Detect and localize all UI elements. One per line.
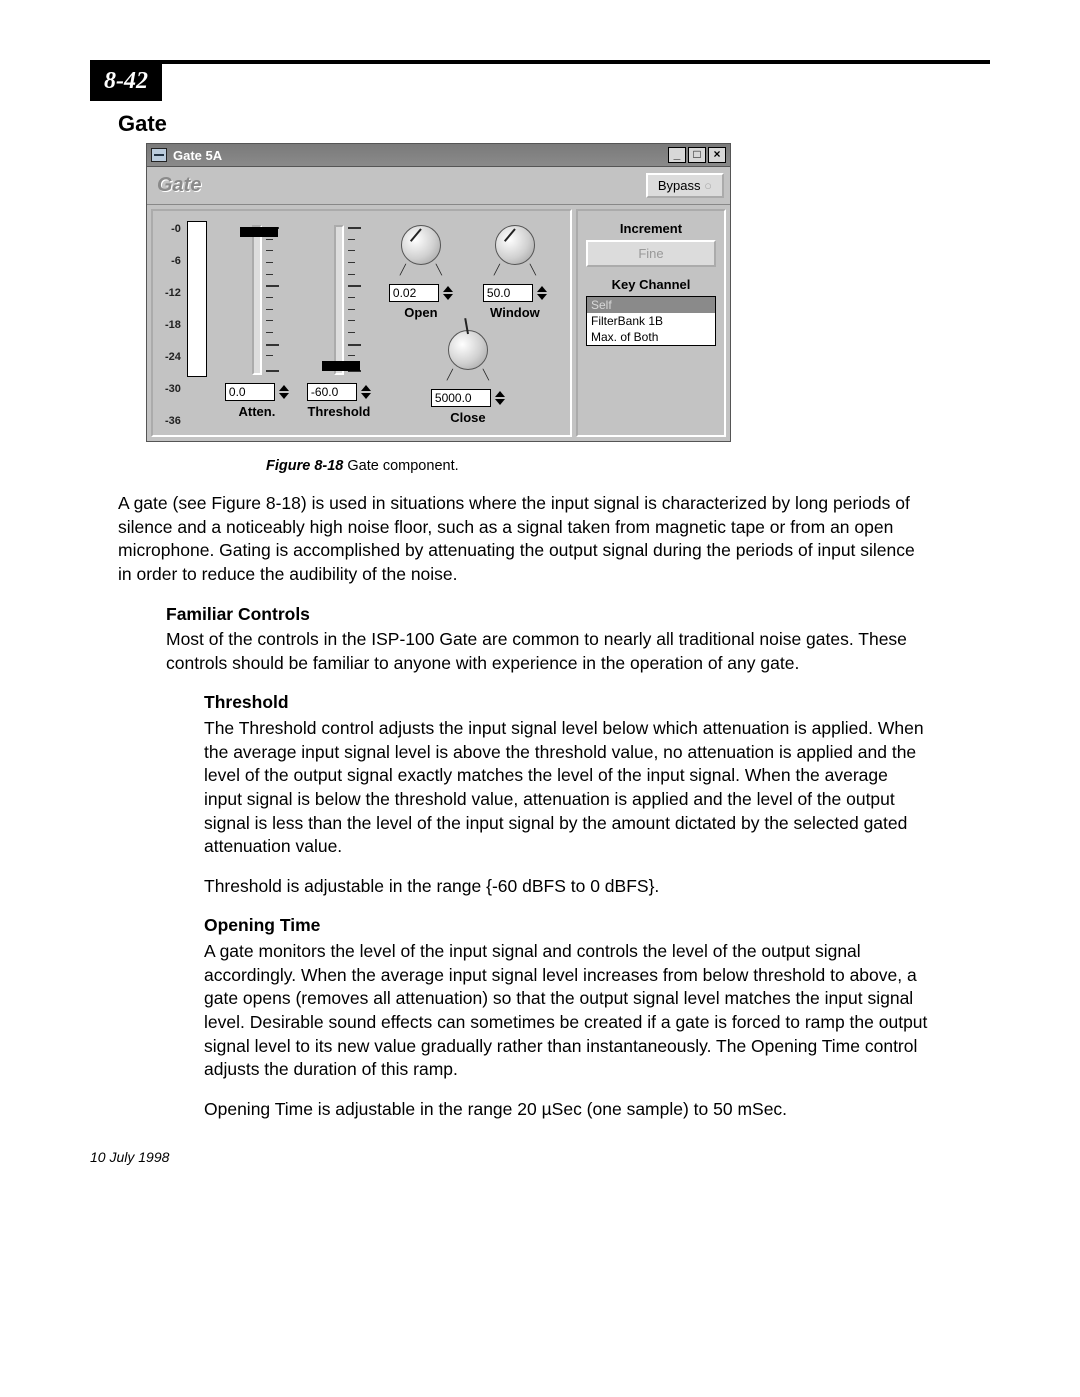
atten-thumb[interactable] <box>240 227 278 237</box>
window-knob[interactable] <box>495 225 535 265</box>
key-option[interactable]: Max. of Both <box>587 329 715 345</box>
bypass-button[interactable]: Bypass ○ <box>646 173 724 198</box>
meter-tick: -36 <box>165 415 181 427</box>
atten-value[interactable]: 0.0 <box>225 383 275 401</box>
meter-tick: -30 <box>165 383 181 395</box>
meter-tick: -0 <box>171 223 181 235</box>
meter-bar <box>187 221 207 377</box>
level-meter: -0 -6 -12 -18 -24 -30 -36 <box>165 221 207 427</box>
top-rule <box>90 60 990 64</box>
threshold-label: Threshold <box>307 404 370 419</box>
close-spinner[interactable] <box>495 391 505 405</box>
threshold-paragraph-1: The Threshold control adjusts the input … <box>204 717 930 859</box>
close-button[interactable]: × <box>708 147 726 163</box>
threshold-thumb[interactable] <box>322 361 360 371</box>
side-panel: Increment Fine Key Channel Self FilterBa… <box>576 209 726 437</box>
section-title: Gate <box>118 111 990 137</box>
window-title: Gate 5A <box>173 148 222 163</box>
window-control: ╱╲ 50.0 Window <box>483 221 547 320</box>
threshold-heading: Threshold <box>204 691 930 715</box>
close-knob[interactable] <box>448 330 488 370</box>
key-option[interactable]: FilterBank 1B <box>587 313 715 329</box>
atten-slider[interactable] <box>252 225 262 375</box>
key-channel-heading: Key Channel <box>586 277 716 292</box>
window-spinner[interactable] <box>537 286 547 300</box>
minimize-button[interactable]: _ <box>668 147 686 163</box>
open-value[interactable]: 0.02 <box>389 284 439 302</box>
open-knob[interactable] <box>401 225 441 265</box>
strip-title: Gate <box>153 174 201 197</box>
window-buttons: _ □ × <box>668 147 726 163</box>
atten-label: Atten. <box>238 404 275 419</box>
body-text: A gate (see Figure 8-18) is used in situ… <box>90 492 990 1121</box>
footer-date: 10 July 1998 <box>90 1149 990 1165</box>
meter-tick: -6 <box>171 255 181 267</box>
intro-paragraph: A gate (see Figure 8-18) is used in situ… <box>118 492 930 587</box>
open-label: Open <box>404 305 437 320</box>
close-label: Close <box>450 410 485 425</box>
atten-control: 0.0 Atten. <box>225 221 289 427</box>
meter-tick: -18 <box>165 319 181 331</box>
window-value[interactable]: 50.0 <box>483 284 533 302</box>
threshold-control: -60.0 Threshold <box>307 221 371 427</box>
opening-paragraph-2: Opening Time is adjustable in the range … <box>204 1098 930 1122</box>
opening-paragraph-1: A gate monitors the level of the input s… <box>204 940 930 1082</box>
familiar-heading: Familiar Controls <box>166 603 930 627</box>
gate-window: Gate 5A _ □ × Gate Bypass ○ -0 -6 <box>146 143 731 442</box>
familiar-paragraph: Most of the controls in the ISP-100 Gate… <box>166 628 930 675</box>
page-number-tag: 8-42 <box>90 64 162 101</box>
close-control: ╱╲ 5000.0 Close <box>431 326 505 425</box>
open-spinner[interactable] <box>443 286 453 300</box>
window-app-icon <box>151 148 167 162</box>
key-option[interactable]: Self <box>587 297 715 313</box>
key-channel-list[interactable]: Self FilterBank 1B Max. of Both <box>586 296 716 346</box>
window-label: Window <box>490 305 540 320</box>
threshold-paragraph-2: Threshold is adjustable in the range {-6… <box>204 875 930 899</box>
controls-area: -0 -6 -12 -18 -24 -30 -36 <box>151 209 572 437</box>
figure-caption: Figure 8-18 Gate component. <box>146 458 990 474</box>
opening-heading: Opening Time <box>204 914 930 938</box>
open-control: ╱╲ 0.02 Open <box>389 221 453 320</box>
close-value[interactable]: 5000.0 <box>431 389 491 407</box>
increment-heading: Increment <box>586 221 716 236</box>
meter-tick: -12 <box>165 287 181 299</box>
maximize-button[interactable]: □ <box>688 147 706 163</box>
threshold-value[interactable]: -60.0 <box>307 383 357 401</box>
fine-button[interactable]: Fine <box>586 240 716 267</box>
threshold-spinner[interactable] <box>361 385 371 399</box>
meter-tick: -24 <box>165 351 181 363</box>
knob-row-top: ╱╲ 0.02 Open ╱╲ 50.0 <box>389 221 547 320</box>
threshold-slider[interactable] <box>334 225 344 375</box>
strip-bar: Gate Bypass ○ <box>147 167 730 205</box>
figure-wrapper: Gate 5A _ □ × Gate Bypass ○ -0 -6 <box>146 143 990 474</box>
main-panel: -0 -6 -12 -18 -24 -30 -36 <box>147 205 730 441</box>
titlebar[interactable]: Gate 5A _ □ × <box>147 144 730 167</box>
atten-spinner[interactable] <box>279 385 289 399</box>
